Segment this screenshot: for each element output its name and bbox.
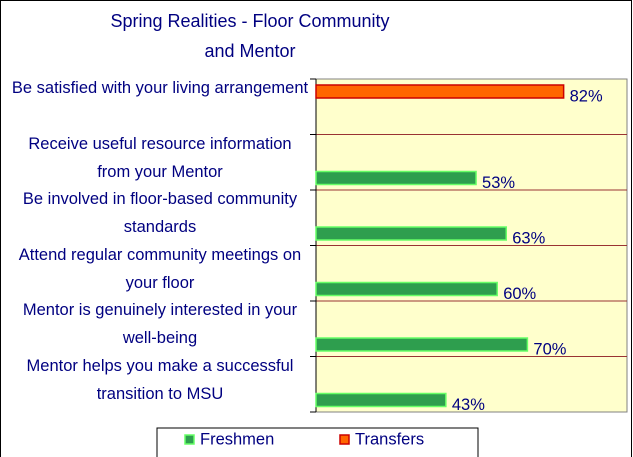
y-tick-label: Attend regular community meetings on you…	[18, 245, 302, 292]
bar	[315, 392, 447, 408]
data-label: 70%	[533, 340, 566, 358]
data-label: 82%	[570, 87, 603, 105]
bar	[315, 337, 529, 352]
data-label: 53%	[482, 174, 515, 192]
y-tick-label: Receive useful resource information from…	[28, 134, 292, 181]
legend	[156, 427, 479, 457]
data-label: 43%	[452, 396, 485, 414]
y-tick-label: Mentor helps you make a successful trans…	[26, 356, 294, 403]
legend-label: Freshmen	[200, 430, 274, 448]
bar	[315, 226, 508, 241]
bar	[315, 170, 477, 186]
data-label: 60%	[503, 285, 536, 303]
y-tick-label: Be involved in floor-based community sta…	[22, 190, 298, 236]
bar	[315, 84, 565, 99]
legend-label: Transfers	[355, 430, 424, 448]
bar	[315, 281, 498, 297]
y-tick-label: Be satisfied with your living arrangemen…	[11, 79, 309, 97]
chart-title: Spring Realities - Floor Community and M…	[110, 11, 390, 61]
y-tick-label: Mentor is genuinely interested in your w…	[22, 301, 298, 347]
data-label: 63%	[512, 229, 545, 247]
legend-swatch	[339, 434, 350, 445]
legend-swatch	[184, 434, 195, 445]
